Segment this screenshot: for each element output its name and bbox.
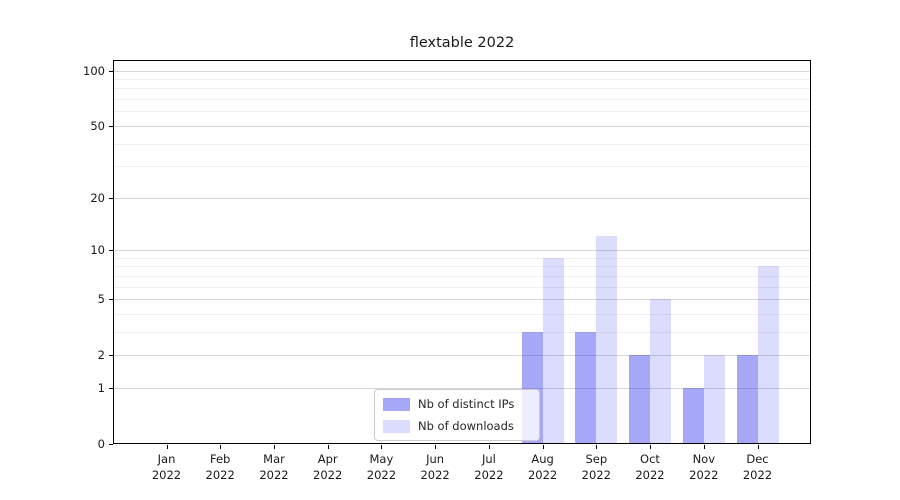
bar-nb-of-distinct-ips-sep [575,331,597,444]
bar-nb-of-downloads-oct [650,299,671,444]
y-axis-tick [109,387,113,389]
y-axis-tick-label: 100 [83,63,105,78]
x-axis-tick-label-dec: Dec 2022 [742,452,773,482]
y-axis-tick [109,444,113,445]
legend-label-distinct-ips: Nb of distinct IPs [418,397,515,411]
legend-item-distinct-ips: Nb of distinct IPs [383,397,531,411]
x-axis-tick [327,445,329,449]
bar-nb-of-downloads-sep [596,236,618,444]
x-axis-tick-label-sep: Sep 2022 [581,452,611,482]
gridline-major [114,197,810,199]
y-axis-tick [109,299,113,300]
y-axis-tick-label: 20 [90,190,105,205]
x-axis-tick [596,445,598,449]
legend: Nb of distinct IPs Nb of downloads [374,389,540,441]
x-axis-tick [650,445,651,449]
gridline-minor [114,88,810,90]
y-axis-tick-label: 5 [97,292,105,306]
gridline-minor [114,143,810,145]
gridline-major [114,70,810,72]
y-axis-tick-label: 50 [90,118,105,133]
y-axis-tick-label: 10 [90,242,105,257]
x-axis-tick [381,445,383,449]
y-axis-tick [109,249,113,251]
bar-nb-of-downloads-aug [542,257,564,444]
bar-nb-of-downloads-nov [703,355,725,444]
gridline-major [114,355,810,357]
y-axis-tick [109,125,113,127]
x-axis-tick-label-feb: Feb 2022 [205,452,235,482]
x-axis-tick-label-may: May 2022 [366,452,397,482]
bar-nb-of-distinct-ips-oct [629,355,650,444]
y-axis-tick [109,70,113,72]
y-axis-tick [109,197,113,199]
legend-label-downloads: Nb of downloads [418,419,514,433]
x-axis-tick-label-jun: Jun 2022 [420,452,450,482]
x-axis-tick-label-apr: Apr 2022 [313,452,343,482]
x-axis-tick [488,445,490,449]
x-axis-tick [220,445,222,449]
x-axis-tick [274,445,275,449]
x-axis-tick-label-jul: Jul 2022 [474,452,504,482]
gridline-minor [114,257,810,259]
gridline-minor [114,313,810,315]
gridline-minor [114,275,810,277]
bar-nb-of-distinct-ips-dec [736,355,758,444]
bar-nb-of-downloads-dec [757,266,779,444]
legend-swatch-distinct-ips [383,397,410,411]
x-axis-tick [757,445,759,449]
x-axis-tick [703,445,705,449]
gridline-minor [114,99,810,100]
x-axis-tick-label-jan: Jan 2022 [151,452,182,482]
gridline-minor [114,286,810,288]
legend-swatch-downloads [383,419,410,433]
gridline-minor [114,111,810,113]
x-axis-tick-label-oct: Oct 2022 [635,452,665,482]
gridline-minor [114,266,810,268]
gridline-minor [114,166,810,168]
gridline-minor [114,78,810,80]
y-axis-tick [109,355,113,357]
gridline-minor [114,331,810,333]
x-axis-tick-label-aug: Aug 2022 [527,452,558,482]
gridline-major [114,249,810,251]
x-axis-tick-label-nov: Nov 2022 [689,452,719,482]
x-axis-tick [435,445,437,449]
gridline-major [114,125,810,127]
gridline-major [114,299,810,300]
y-axis-tick-label: 2 [97,348,105,363]
x-axis-tick [166,445,168,449]
chart-title: flextable 2022 [409,35,515,51]
gridline-major [114,387,810,389]
y-axis-tick-label: 1 [97,380,105,395]
x-axis-tick-label-mar: Mar 2022 [259,452,289,482]
bar-nb-of-distinct-ips-nov [682,387,704,444]
legend-item-downloads: Nb of downloads [383,419,531,433]
x-axis-tick [542,445,544,449]
y-axis-tick-label: 0 [97,437,105,451]
